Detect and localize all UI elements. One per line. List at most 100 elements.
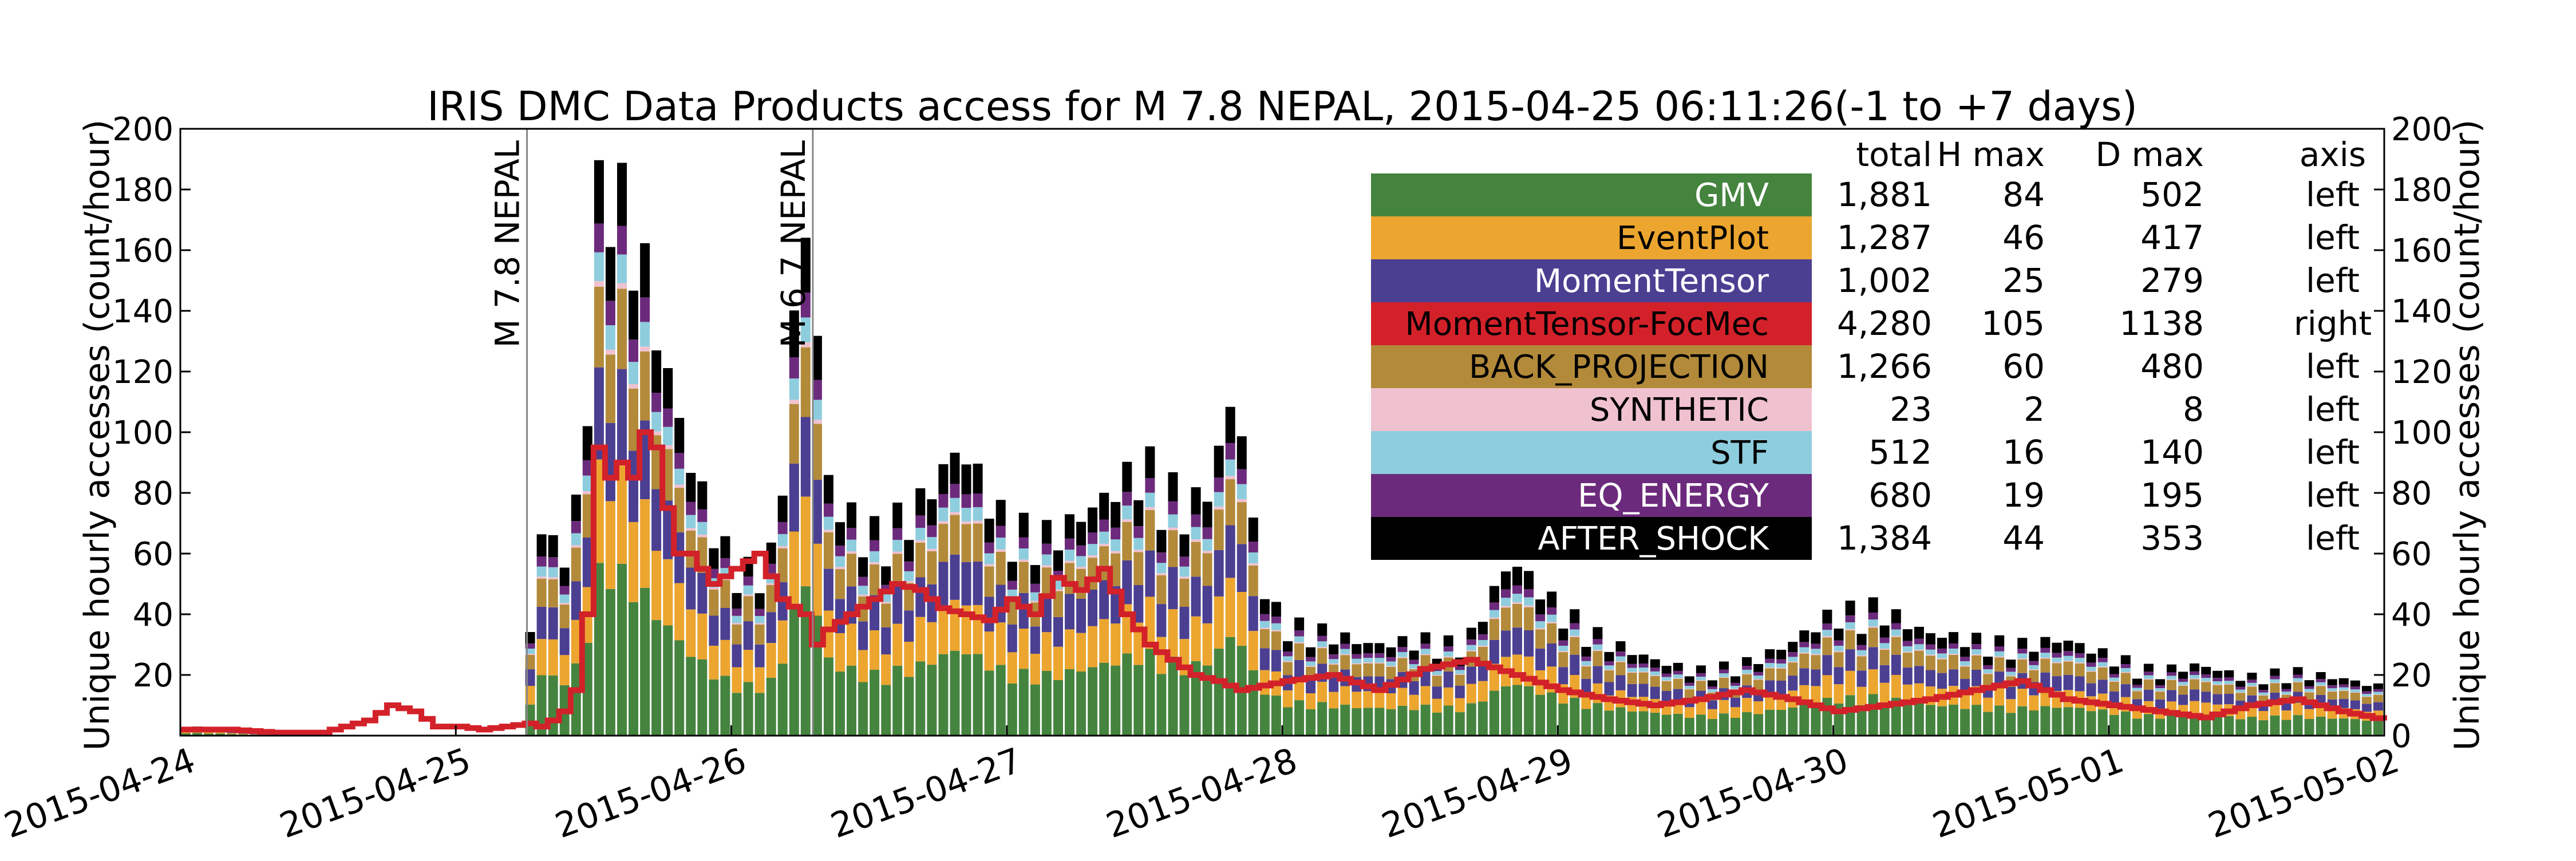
bar-segment-after_shock [1030,565,1040,584]
bar-segment-momenttensor [1799,668,1809,685]
bar-segment-eq_energy [1926,645,1935,650]
bar-segment-momenttensor [962,562,971,606]
bar-segment-synthetic [1191,539,1201,542]
bar-segment-stf [904,571,914,581]
bar-segment-after_shock [2224,670,2234,678]
bar-segment-momenttensor [2109,692,2119,702]
bar-segment-eq_energy [1329,654,1338,659]
bar-segment-stf [548,567,558,578]
bar-segment-eq_energy [2064,651,2073,655]
bar-segment-back_projection [2167,680,2176,690]
bar-segment-stf [2328,688,2337,691]
bar-segment-eq_energy [1960,657,1970,661]
bar-segment-stf [1581,661,1591,666]
bar-segment-synthetic [2190,678,2199,679]
bar-segment-eq_energy [778,522,788,534]
bar-segment-momenttensor [1639,684,1649,697]
bar-segment-momenttensor [1145,551,1155,597]
bar-segment-gmv [1753,714,1763,736]
bar-segment-stf [2132,688,2142,690]
bar-segment-gmv [2006,713,2016,736]
bar-segment-gmv [2155,718,2165,736]
bar-segment-eq_energy [1685,683,1694,686]
bar-segment-synthetic [686,528,696,531]
bar-segment-after_shock [1237,436,1247,469]
bar-segment-after_shock [2362,686,2372,692]
bar-segment-gmv [709,680,718,736]
bar-segment-after_shock [1616,641,1626,651]
bar-segment-back_projection [2235,693,2245,700]
bar-segment-eventplot [1421,686,1431,705]
bar-segment-stf [1156,563,1166,573]
bar-segment-synthetic [2339,690,2349,691]
bar-segment-back_projection [1696,681,1706,690]
legend-label-eq-energy: EQ_ENERGY [1578,477,1769,515]
bar-segment-after_shock [1363,643,1373,653]
bar-segment-back_projection [1524,607,1534,630]
bar-segment-eq_energy [1983,665,1993,669]
bar-segment-eq_energy [1742,666,1752,670]
bar-segment-eq_energy [1042,544,1052,555]
bar-segment-eq_energy [1834,641,1844,646]
bar-segment-synthetic [2075,662,2085,663]
bar-segment-synthetic [2132,690,2142,691]
bar-segment-gmv [617,564,627,736]
bar-segment-stf [789,378,799,400]
bar-segment-stf [2258,693,2268,696]
bar-segment-gmv [1570,698,1579,736]
bar-segment-eq_energy [1524,589,1534,597]
bar-segment-synthetic [1776,668,1786,669]
bar-segment-eq_energy [1099,520,1109,532]
bar-segment-eq_energy [1156,552,1166,563]
bar-segment-eventplot [1719,700,1729,713]
bar-segment-after_shock [1019,513,1029,538]
bar-segment-eq_energy [1019,538,1029,549]
bar-segment-synthetic [629,384,638,389]
bar-segment-eventplot [1363,691,1373,708]
bar-segment-gmv [2362,721,2372,736]
bar-segment-back_projection [1490,619,1499,640]
bar-segment-gmv [1340,705,1350,736]
bar-segment-gmv [2293,715,2303,736]
bar-segment-stf [2006,672,2016,676]
bar-segment-stf [962,508,971,522]
bar-segment-gmv [2052,708,2062,736]
bar-segment-eventplot [720,640,730,676]
bar-segment-eq_energy [915,515,925,528]
bar-segment-synthetic [1846,629,1855,630]
bar-segment-eq_energy [2328,685,2337,688]
bar-segment-synthetic [858,595,868,597]
bar-segment-after_shock [1180,535,1190,557]
bar-segment-gmv [1696,714,1706,736]
bar-segment-gmv [2167,714,2176,736]
bar-segment-eventplot [2029,696,2038,710]
bar-segment-eq_energy [996,526,1006,538]
bar-segment-gmv [1903,704,1913,736]
x-tick-label: 2015-04-25 [275,740,476,846]
bar-segment-stf [2098,662,2108,667]
bar-segment-synthetic [2098,666,2108,668]
bar-segment-back_projection [1776,669,1786,681]
legend-dmax-eventplot: 417 [2140,218,2204,257]
bar-segment-after_shock [973,464,983,493]
bar-segment-gmv [697,659,707,736]
bar-segment-eq_energy [2017,649,2027,654]
bar-segment-stf [2040,653,2050,658]
bar-segment-gmv [1352,708,1361,736]
bar-segment-synthetic [1214,507,1224,510]
legend-dmax-momenttensor-focmec: 1138 [2119,304,2204,343]
bar-segment-after_shock [1994,635,2004,646]
bar-segment-after_shock [1283,641,1293,651]
legend-axis-eventplot: left [2306,218,2360,257]
bar-segment-eventplot [1742,698,1752,712]
bar-segment-gmv [686,657,696,736]
bar-segment-eq_energy [1605,661,1614,665]
bar-segment-after_shock [2064,641,2073,651]
bar-segment-gmv [1949,705,1958,736]
bar-segment-gmv [629,602,638,736]
bar-segment-after_shock [1846,601,1855,615]
bar-segment-eventplot [1306,693,1315,709]
bar-segment-eventplot [1409,695,1419,710]
bar-segment-after_shock [1558,629,1568,641]
